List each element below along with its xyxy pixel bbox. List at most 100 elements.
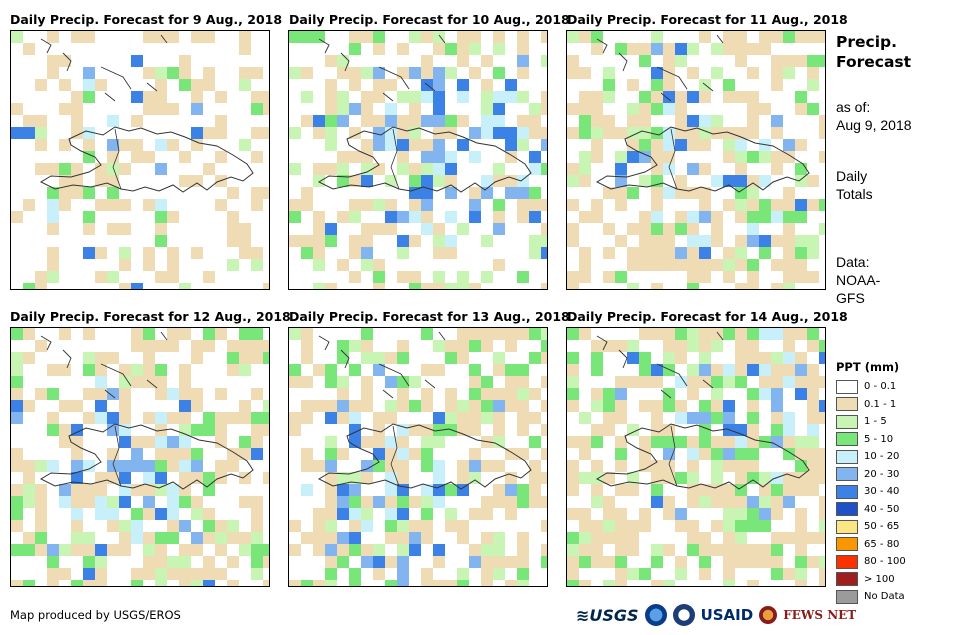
precip-cell [59,424,71,436]
precip-cell [783,484,795,496]
precip-cell [239,31,251,43]
precip-cell [603,400,615,412]
precip-cell [759,388,771,400]
precip-cell [783,139,795,151]
precip-cell [107,223,119,235]
precip-cell [59,364,71,376]
precip-cell [191,508,203,520]
legend-swatch [836,554,858,569]
precip-cell [627,127,639,139]
precip-cell [289,31,301,43]
precip-cell [119,364,131,376]
precip-cell [663,436,675,448]
precip-cell [23,328,35,340]
precip-cell [313,283,325,289]
precip-cell [11,103,23,115]
precip-cell [361,472,373,484]
country-border [390,128,400,190]
precip-cell [517,532,529,544]
panel-title-6: Daily Precip. Forecast for 14 Aug., 2018 [567,309,848,324]
precip-cell [517,400,529,412]
precip-cell [239,235,251,247]
precip-cell [263,340,269,352]
precip-cell [567,400,579,412]
precip-cell [735,43,747,55]
precip-cell [735,376,747,388]
precip-cell [481,127,493,139]
precip-cell [627,472,639,484]
precip-cell [11,448,23,460]
precip-cell [807,436,819,448]
precip-cell [409,520,421,532]
precip-cell [651,376,663,388]
precip-cell [493,259,505,271]
precip-cell [663,139,675,151]
precip-cell [603,388,615,400]
precip-cell [325,79,337,91]
precip-cell [361,103,373,115]
precip-cell [155,364,167,376]
precip-cell [481,175,493,187]
precip-cell [651,400,663,412]
precip-cell [325,115,337,127]
precip-cell [627,532,639,544]
precip-cell [445,235,457,247]
precip-cell [191,496,203,508]
precip-cell [71,424,83,436]
map-panel-5 [288,327,548,587]
precip-cell [759,151,771,163]
precip-cell [215,436,227,448]
precip-cell [759,496,771,508]
precip-cell [771,283,783,289]
precip-cell [385,484,397,496]
precip-cell [251,412,263,424]
precip-cell [409,67,421,79]
precip-cell [119,259,131,271]
precip-cell [663,151,675,163]
precip-cell [807,31,819,43]
precip-cell [263,400,269,412]
precip-cell [807,55,819,67]
precip-cell [203,412,215,424]
precip-cell [639,235,651,247]
precip-cell [771,556,783,568]
precip-cell [481,460,493,472]
precip-cell [445,67,457,79]
precip-cell [337,115,349,127]
precip-cell [615,175,627,187]
precip-cell [179,364,191,376]
country-border [112,128,122,190]
precip-cell [167,31,179,43]
precip-cell [747,544,759,556]
precip-cell [819,400,825,412]
precip-cell [517,127,529,139]
precip-cell [155,235,167,247]
precip-cell [795,568,807,580]
precip-cell [795,388,807,400]
precip-cell [579,448,591,460]
precip-cell [301,235,313,247]
precip-cell [747,283,759,289]
legend-item: 20 - 30 [836,466,961,484]
precip-cell [783,283,795,289]
precip-cell [47,31,59,43]
precip-cell [143,91,155,103]
precip-cell [603,508,615,520]
precip-cell [591,472,603,484]
precip-cell [191,79,203,91]
precip-cell [131,55,143,67]
precip-cell [155,568,167,580]
precip-cell [385,223,397,235]
precip-cell [71,520,83,532]
precip-cell [191,580,203,586]
precip-cell [409,103,421,115]
precip-cell [155,139,167,151]
precip-cell [167,448,179,460]
precip-cell [107,448,119,460]
precip-cell [481,271,493,283]
precip-cell [517,376,529,388]
legend-swatch [836,484,858,499]
precip-cell [95,580,107,586]
precip-cell [373,568,385,580]
